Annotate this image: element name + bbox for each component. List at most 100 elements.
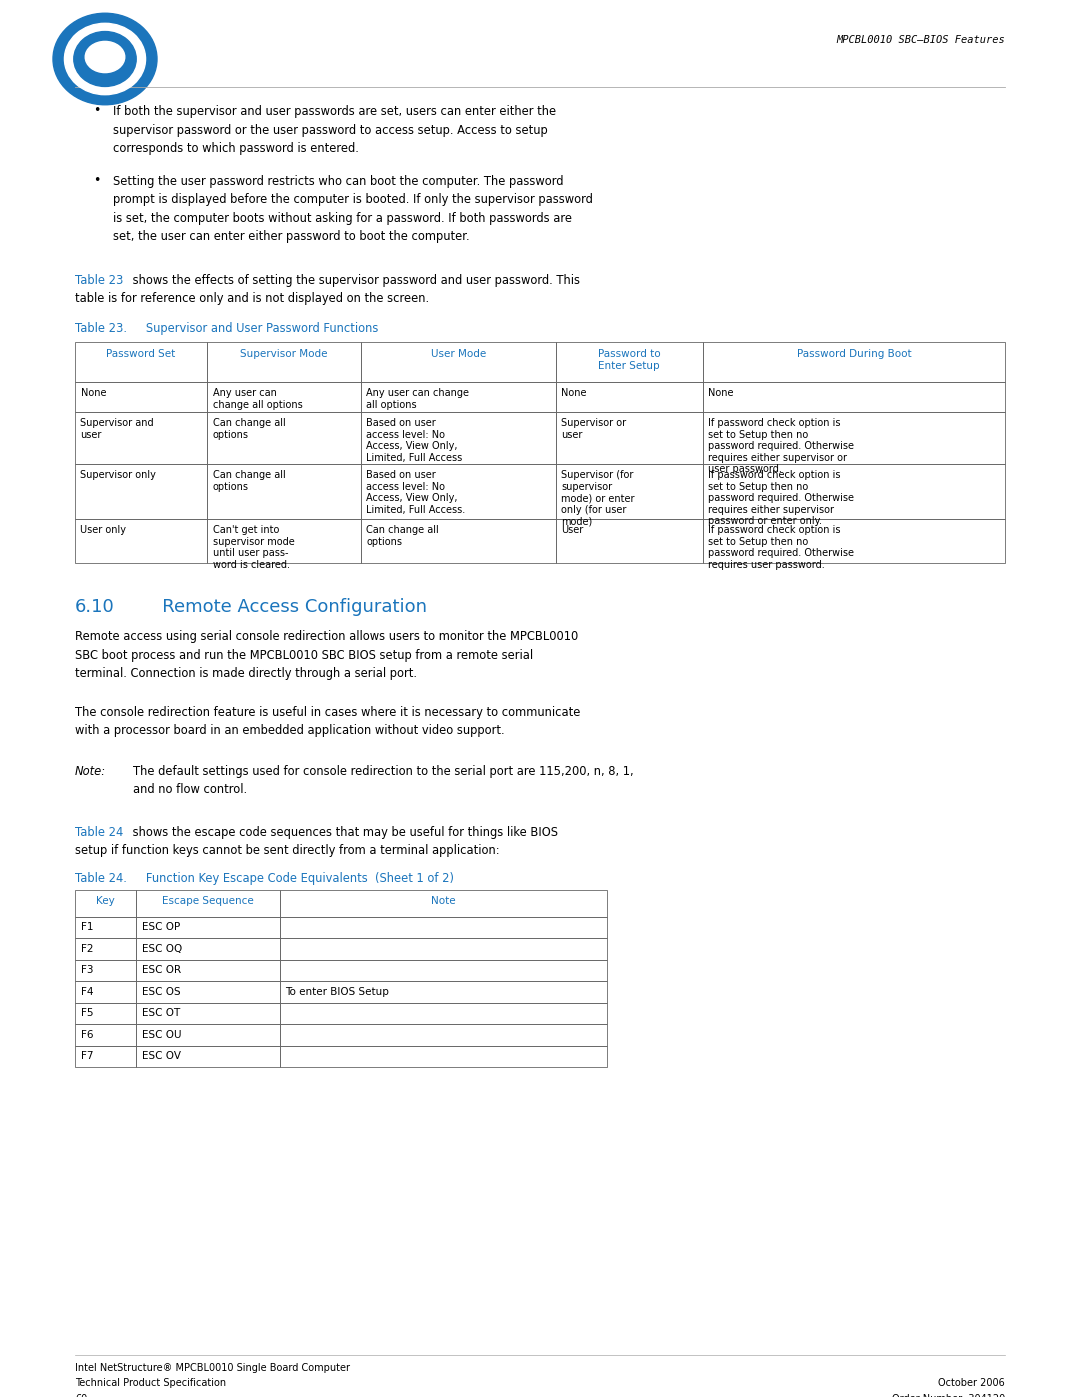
Text: 6.10: 6.10 [75,598,114,616]
Text: Technical Product Specification: Technical Product Specification [75,1379,226,1389]
Text: Function Key Escape Code Equivalents  (Sheet 1 of 2): Function Key Escape Code Equivalents (Sh… [135,872,454,886]
Text: Note: Note [431,895,456,907]
Bar [136,937,280,960]
Bar [280,890,607,916]
Text: User Mode: User Mode [431,349,486,359]
Text: ESC OP: ESC OP [141,922,180,932]
Text: terminal. Connection is made directly through a serial port.: terminal. Connection is made directly th… [75,666,417,680]
Text: ®: ® [132,28,138,34]
Text: MPCBL0010 SBC—BIOS Features: MPCBL0010 SBC—BIOS Features [836,35,1005,45]
Bar [207,520,361,563]
Bar [556,342,703,381]
Text: Supervisor (for
supervisor
mode) or enter
only (for user
mode): Supervisor (for supervisor mode) or ente… [562,469,635,527]
Text: None: None [562,388,586,398]
Bar [280,960,607,981]
Bar [703,412,1005,464]
Bar [75,381,207,412]
Text: table is for reference only and is not displayed on the screen.: table is for reference only and is not d… [75,292,429,305]
Bar [556,381,703,412]
Bar [361,342,556,381]
Text: ESC OU: ESC OU [141,1030,181,1039]
Bar [75,916,136,937]
Text: Table 23: Table 23 [75,274,123,286]
Text: shows the escape code sequences that may be useful for things like BIOS: shows the escape code sequences that may… [130,826,558,838]
Bar [280,937,607,960]
Text: If password check option is
set to Setup then no
password required. Otherwise
re: If password check option is set to Setup… [708,525,854,570]
Bar [75,520,207,563]
Text: ESC OQ: ESC OQ [141,943,181,954]
Bar [75,342,207,381]
Text: Remote Access Configuration: Remote Access Configuration [145,598,427,616]
Bar [75,464,207,520]
Text: Supervisor and
user: Supervisor and user [81,418,154,440]
Bar [703,381,1005,412]
Text: F2: F2 [81,943,93,954]
Ellipse shape [85,42,125,73]
Bar [75,1045,136,1067]
Text: F5: F5 [81,1009,93,1018]
Bar [136,1003,280,1024]
Ellipse shape [65,24,146,95]
Bar [207,412,361,464]
Text: October 2006: October 2006 [939,1379,1005,1389]
Text: User: User [562,525,583,535]
Bar [75,1024,136,1045]
Text: Can't get into
supervisor mode
until user pass-
word is cleared.: Can't get into supervisor mode until use… [213,525,295,570]
Bar [280,916,607,937]
Text: F4: F4 [81,986,93,996]
Bar [207,464,361,520]
Text: Can change all
options: Can change all options [213,418,285,440]
Text: supervisor password or the user password to access setup. Access to setup: supervisor password or the user password… [113,123,548,137]
Text: intel: intel [89,54,122,67]
Bar [136,1024,280,1045]
Text: Can change all
options: Can change all options [366,525,438,546]
Text: Remote access using serial console redirection allows users to monitor the MPCBL: Remote access using serial console redir… [75,630,578,643]
Text: F7: F7 [81,1051,93,1060]
Text: If both the supervisor and user passwords are set, users can enter either the: If both the supervisor and user password… [113,105,556,117]
Text: set, the user can enter either password to boot the computer.: set, the user can enter either password … [113,231,470,243]
Ellipse shape [53,13,157,105]
Text: shows the effects of setting the supervisor password and user password. This: shows the effects of setting the supervi… [130,274,580,286]
Text: ESC OS: ESC OS [141,986,180,996]
Text: Based on user
access level: No
Access, View Only,
Limited, Full Access: Based on user access level: No Access, V… [366,418,462,462]
Bar [361,520,556,563]
Text: Table 24: Table 24 [75,826,123,838]
Bar [280,1045,607,1067]
Bar [280,981,607,1003]
Text: prompt is displayed before the computer is booted. If only the supervisor passwo: prompt is displayed before the computer … [113,193,593,205]
Text: 60: 60 [75,1394,87,1397]
Bar [280,1024,607,1045]
Text: Any user can change
all options: Any user can change all options [366,388,469,409]
Text: is set, the computer boots without asking for a password. If both passwords are: is set, the computer boots without askin… [113,211,572,225]
Bar [75,981,136,1003]
Bar [75,412,207,464]
Text: Escape Sequence: Escape Sequence [162,895,254,907]
Bar [703,520,1005,563]
Bar [556,464,703,520]
Text: To enter BIOS Setup: To enter BIOS Setup [285,986,389,996]
Bar [703,342,1005,381]
Text: Password to
Enter Setup: Password to Enter Setup [598,349,661,370]
Bar [361,464,556,520]
Ellipse shape [73,32,136,87]
Text: •: • [93,173,100,187]
Bar [136,981,280,1003]
Text: Setting the user password restricts who can boot the computer. The password: Setting the user password restricts who … [113,175,564,187]
Text: User only: User only [81,525,126,535]
Text: If password check option is
set to Setup then no
password required. Otherwise
re: If password check option is set to Setup… [708,418,854,475]
Bar [361,412,556,464]
Text: SBC boot process and run the MPCBL0010 SBC BIOS setup from a remote serial: SBC boot process and run the MPCBL0010 S… [75,648,534,662]
Bar [136,1045,280,1067]
Text: Key: Key [96,895,114,907]
Text: F6: F6 [81,1030,93,1039]
Text: F3: F3 [81,965,93,975]
Bar [136,916,280,937]
Text: Supervisor Mode: Supervisor Mode [240,349,327,359]
Text: Supervisor or
user: Supervisor or user [562,418,626,440]
Text: Order Number: 304120: Order Number: 304120 [892,1394,1005,1397]
Bar [75,1003,136,1024]
Text: ESC OR: ESC OR [141,965,180,975]
Text: Password Set: Password Set [107,349,176,359]
Bar [207,342,361,381]
Text: ESC OT: ESC OT [141,1009,180,1018]
